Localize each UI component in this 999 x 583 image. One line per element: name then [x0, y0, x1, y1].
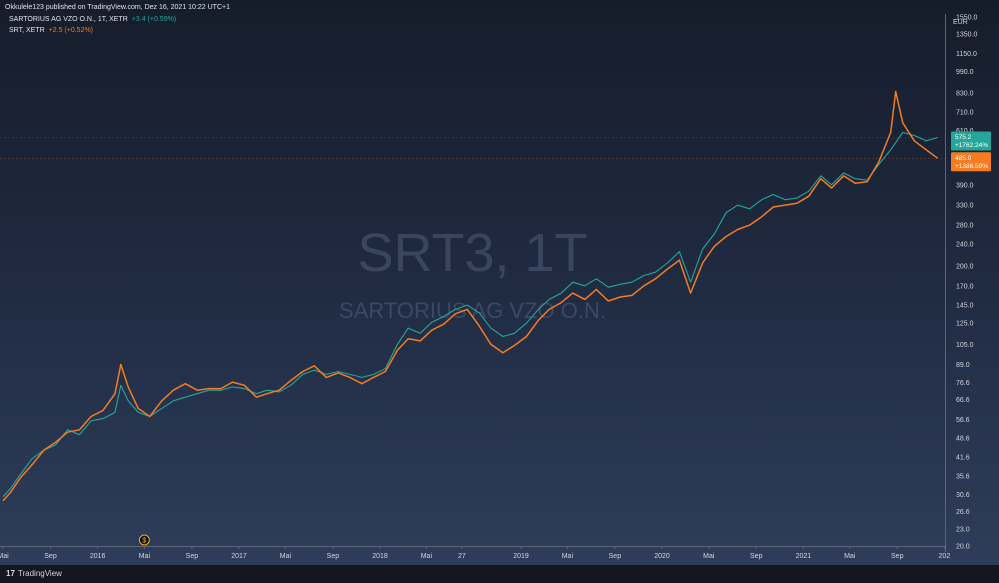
y-tick-label: 145.0 [956, 303, 974, 310]
y-tick-label: 89.0 [956, 362, 970, 369]
x-tick-label: Sep [750, 553, 763, 560]
footer-bar [0, 565, 999, 583]
y-tick-label: 990.0 [956, 69, 974, 76]
last-change-label: +1762.24% [955, 142, 988, 149]
x-tick-label: Mai [139, 553, 151, 560]
last-change-label: +1386.59% [955, 163, 988, 170]
legend-change: +2.5 (+0.52%) [48, 27, 94, 34]
y-tick-label: 41.6 [956, 454, 970, 461]
x-tick-label: Sep [186, 553, 199, 560]
legend-label: SARTORIUS AG VZO O.N., 1T, XETR [9, 16, 128, 23]
x-tick-label: 2020 [654, 553, 670, 560]
y-tick-label: 1350.0 [956, 31, 978, 38]
x-tick-label: Mai [0, 553, 9, 560]
last-value-label: 485.0 [955, 155, 972, 162]
x-tick-label: Sep [891, 553, 904, 560]
y-tick-label: 48.6 [956, 436, 970, 443]
y-tick-label: 56.6 [956, 417, 970, 424]
y-tick-label: 200.0 [956, 264, 974, 271]
last-value-label: 575.2 [955, 134, 972, 141]
y-tick-label: 830.0 [956, 90, 974, 97]
y-tick-label: 610.0 [956, 128, 974, 135]
last-value-badge [951, 131, 991, 151]
dividend-icon [138, 534, 150, 546]
x-tick-label: 2019 [513, 553, 529, 560]
tradingview-logo[interactable]: 17 TradingView [6, 569, 62, 578]
y-tick-label: 1150.0 [956, 51, 977, 58]
y-tick-label: 66.6 [956, 397, 970, 404]
y-tick-label: 390.0 [956, 182, 974, 189]
legend-item-sartorius[interactable]: SARTORIUS AG VZO O.N., 1T, XETR +3.4 (+0.… [9, 16, 176, 23]
y-tick-label: 125.0 [956, 321, 974, 328]
x-tick-label: 2016 [90, 553, 106, 560]
y-tick-label: 30.6 [956, 492, 970, 499]
y-tick-label: 280.0 [956, 223, 974, 230]
x-tick-label: 27 [458, 553, 466, 560]
tradingview-logo-text: TradingView [17, 569, 62, 578]
price-axis-line [945, 14, 946, 552]
x-tick-label: Mai [421, 553, 433, 560]
tradingview-logo-icon: 17 [6, 569, 15, 578]
y-unit-label: EUR [953, 19, 968, 26]
time-axis-line [0, 546, 945, 547]
y-tick-label: 76.6 [956, 380, 970, 387]
dividend-marker-label: $ [142, 538, 146, 545]
x-tick-label: 202 [939, 553, 951, 560]
last-value-badge [951, 152, 991, 172]
y-tick-label: 1550.0 [956, 15, 978, 22]
y-tick-label: 20.0 [956, 544, 970, 551]
y-tick-label: 23.0 [956, 527, 970, 534]
x-tick-label: Mai [844, 553, 856, 560]
y-tick-label: 35.6 [956, 473, 970, 480]
series-line-srt [2, 90, 939, 502]
x-tick-label: 2018 [372, 553, 388, 560]
legend-label: SRT, XETR [9, 27, 45, 34]
x-tick-label: Sep [44, 553, 57, 560]
x-tick-label: Mai [280, 553, 292, 560]
y-tick-label: 170.0 [956, 283, 974, 290]
x-tick-label: Mai [703, 553, 715, 560]
x-tick-label: Sep [327, 553, 340, 560]
y-tick-label: 330.0 [956, 203, 974, 210]
x-tick-label: Sep [609, 553, 622, 560]
legend-item-srt[interactable]: SRT, XETR +2.5 (+0.52%) [9, 27, 93, 34]
y-tick-label: 710.0 [956, 109, 974, 116]
watermark-symbol: SRT3, 1T [357, 223, 588, 283]
x-tick-label: Mai [562, 553, 574, 560]
series-line-sartorius [2, 131, 938, 498]
x-tick-label: 2021 [796, 553, 812, 560]
publisher-header: Okkulele123 published on TradingView.com… [5, 4, 230, 11]
x-tick-label: 2017 [231, 553, 247, 560]
y-tick-label: 240.0 [956, 241, 974, 248]
legend-change: +3.4 (+0.59%) [131, 16, 177, 23]
y-tick-label: 26.6 [956, 509, 970, 516]
y-tick-label: 105.0 [956, 342, 974, 349]
